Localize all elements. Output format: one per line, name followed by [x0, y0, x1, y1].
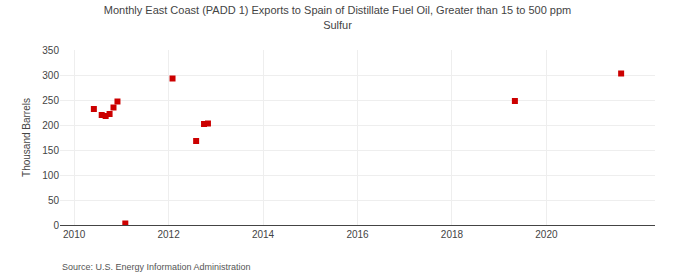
svg-text:2012: 2012: [157, 229, 180, 240]
svg-text:150: 150: [42, 145, 59, 156]
svg-text:2020: 2020: [535, 229, 558, 240]
svg-text:100: 100: [42, 170, 59, 181]
svg-text:50: 50: [48, 195, 60, 206]
svg-text:350: 350: [42, 45, 59, 56]
svg-text:250: 250: [42, 95, 59, 106]
svg-text:Thousand Barrels: Thousand Barrels: [21, 98, 32, 177]
svg-text:2010: 2010: [63, 229, 86, 240]
svg-text:300: 300: [42, 70, 59, 81]
svg-text:2014: 2014: [252, 229, 275, 240]
svg-text:2016: 2016: [346, 229, 369, 240]
svg-text:Source: U.S. Energy Informatio: Source: U.S. Energy Information Administ…: [62, 262, 251, 272]
svg-text:0: 0: [53, 220, 59, 231]
svg-text:200: 200: [42, 120, 59, 131]
svg-text:Monthly East Coast (PADD 1) Ex: Monthly East Coast (PADD 1) Exports to S…: [104, 4, 572, 30]
svg-text:2018: 2018: [441, 229, 464, 240]
